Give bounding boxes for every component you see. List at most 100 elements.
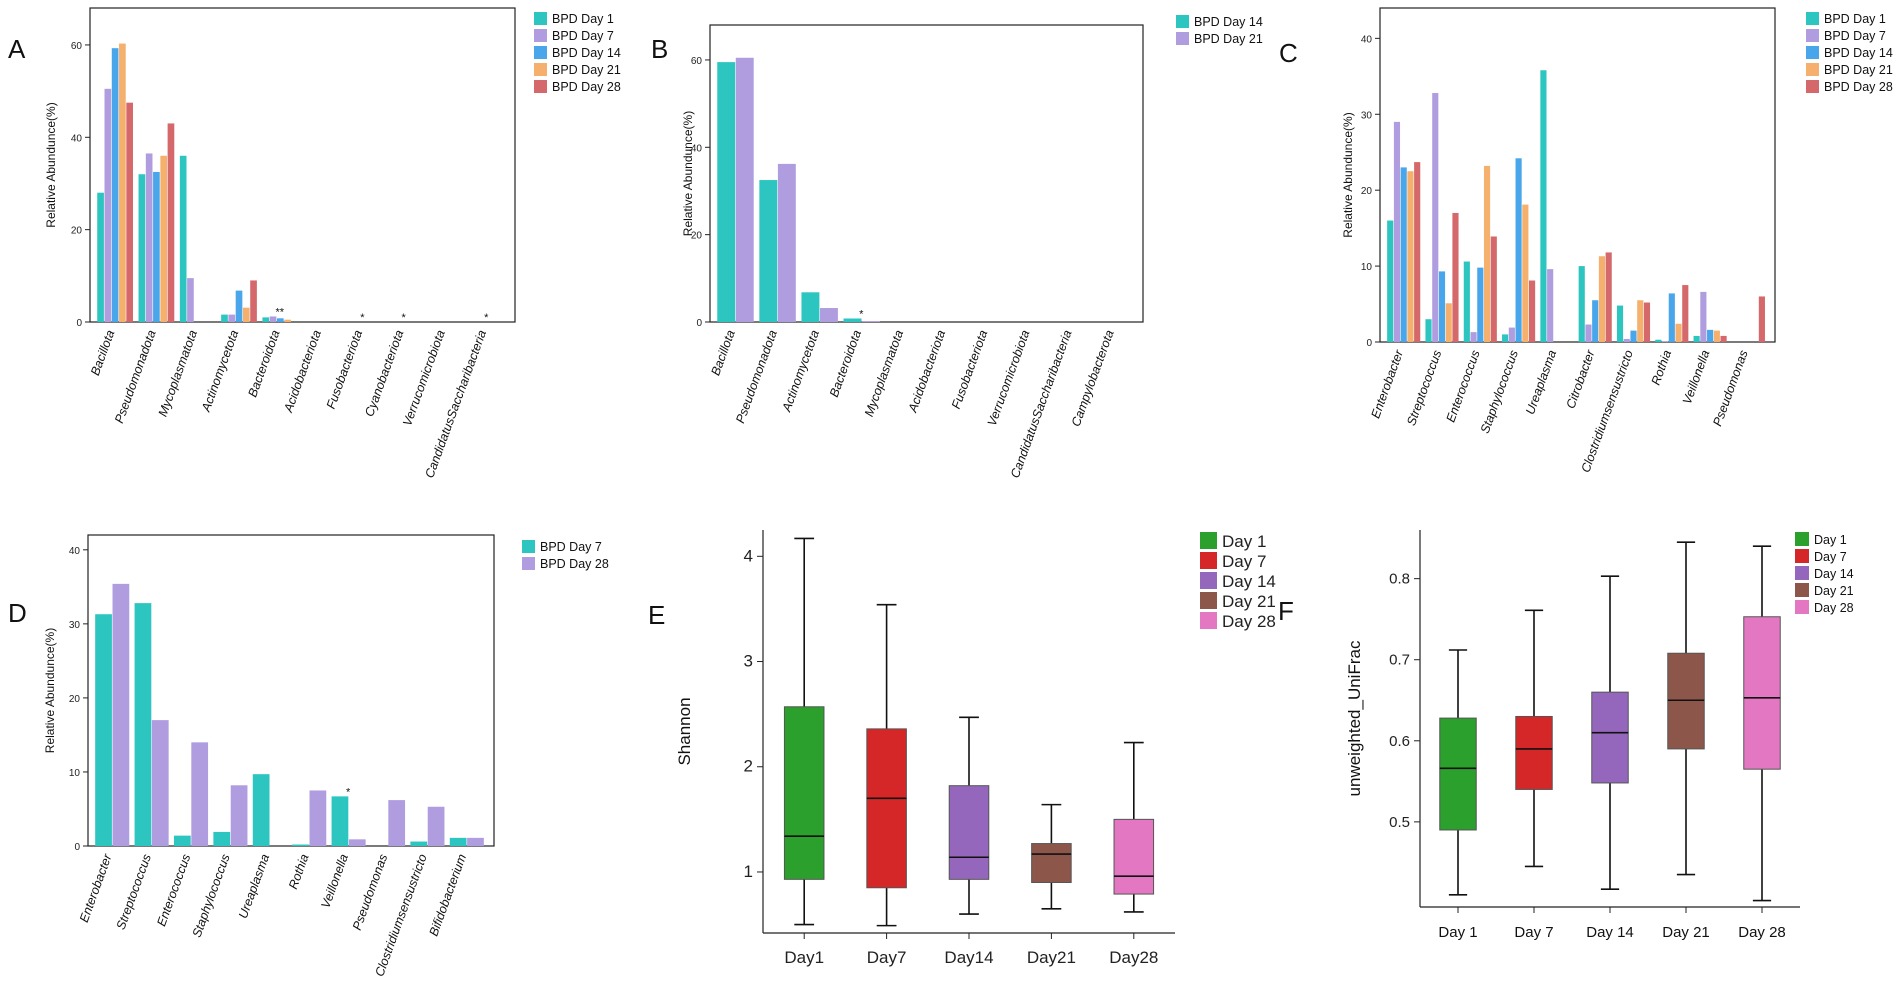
legend-swatch-bpd-day-21 <box>534 63 547 76</box>
legend-swatch-bpd-day-7 <box>522 540 535 553</box>
bar-rothia-bpd-day-21 <box>1675 323 1682 342</box>
bar-veillonella-bpd-day-1 <box>1693 335 1700 342</box>
bar-bacteroidota-bpd-day-14 <box>276 318 284 322</box>
legend-swatch-day-21 <box>1200 592 1217 609</box>
x-category-pseudomonadota: Pseudomonadota <box>112 328 159 425</box>
box-day-21 <box>1667 652 1705 750</box>
y-axis-label: Relative Abundunce(%) <box>43 628 57 753</box>
panel-d: D 0 10 20 30 40 Relative Abundunce(%) Enterobac… <box>8 534 609 978</box>
bar-streptococcus-bpd-day-28 <box>151 720 169 846</box>
y-tick-label: 40 <box>71 133 83 144</box>
x-category-rothia: Rothia <box>286 852 312 891</box>
panel-e: E 1 2 3 4 Shannon Day1 Day7 Day14 Day21 Day28 Day 1… <box>648 530 1276 967</box>
legend-swatch-day-7 <box>1795 549 1809 563</box>
x-category-rothia: Rothia <box>1649 348 1675 387</box>
y-tick-label: 1 <box>744 862 753 881</box>
bar-enterobacter-bpd-day-28 <box>112 583 130 846</box>
x-category-enterococcus: Enterococcus <box>1444 348 1483 424</box>
bar-pseudomonadota-bpd-day-1 <box>138 174 146 322</box>
x-category-enterobacter: Enterobacter <box>77 851 115 924</box>
y-tick-label: 0 <box>76 318 82 329</box>
y-tick-label: 40 <box>1361 34 1373 45</box>
bar-pseudomonadota-bpd-day-21 <box>160 155 168 322</box>
bar-bacteroidota-bpd-day-14 <box>843 318 862 322</box>
bar-enterococcus-bpd-day-7 <box>1470 332 1477 342</box>
bar-pseudomonas-bpd-day-28 <box>388 800 406 846</box>
y-tick-label: 2 <box>744 757 753 776</box>
x-category-pseudomonadota: Pseudomonadota <box>733 328 780 425</box>
bar-actinomycetota-bpd-day-14 <box>801 292 820 322</box>
bar-clostridiumsensustricto-bpd-day-21 <box>1637 300 1644 342</box>
legend-swatch-bpd-day-1 <box>534 12 547 25</box>
panel-f: F 0.5 0.6 0.7 0.8 unweighted_UniFrac Day 1 Day … <box>1278 530 1854 941</box>
y-tick-label: 40 <box>69 546 81 557</box>
legend-swatch-bpd-day-14 <box>534 46 547 59</box>
bar-ureaplasma-bpd-day-7 <box>252 774 270 846</box>
bar-clostridiumsensustricto-bpd-day-28 <box>427 806 445 846</box>
bar-pseudomonadota-bpd-day-7 <box>145 153 153 322</box>
y-tick-label: 30 <box>69 620 81 631</box>
y-tick-label: 20 <box>69 694 81 705</box>
y-tick-label: 60 <box>71 41 83 52</box>
significance-mark: * <box>859 309 864 321</box>
y-tick-label: 20 <box>1361 186 1373 197</box>
bar-bacillota-bpd-day-28 <box>126 102 133 322</box>
legend-swatch-day-1 <box>1795 532 1809 546</box>
x-category-staphylococcus: Staphylococcus <box>1478 348 1521 435</box>
bar-veillonella-bpd-day-28 <box>1720 335 1727 342</box>
x-category-bacillota: Bacillota <box>708 328 737 377</box>
legend-label-bpd-day-28: BPD Day 28 <box>540 557 609 571</box>
bar-streptococcus-bpd-day-1 <box>1425 319 1432 342</box>
x-category-actinomycetota: Actinomycetota <box>199 328 242 414</box>
bar-veillonella-bpd-day-21 <box>1713 330 1720 342</box>
y-tick-label: 20 <box>691 231 703 242</box>
panel-label-b: B <box>651 34 668 64</box>
bar-rothia-bpd-day-14 <box>1668 293 1675 342</box>
bar-bacillota-bpd-day-1 <box>97 192 104 322</box>
x-category-day-21: Day 21 <box>1662 924 1710 941</box>
bar-clostridiumsensustricto-bpd-day-1 <box>1616 305 1624 342</box>
y-tick-label: 0.8 <box>1389 571 1410 588</box>
y-axis-label: Relative Abundunce(%) <box>44 102 58 227</box>
x-category-staphylococcus: Staphylococcus <box>190 852 233 939</box>
bar-staphylococcus-bpd-day-28 <box>230 785 248 846</box>
bar-actinomycetota-bpd-day-1 <box>221 314 228 322</box>
bar-rothia-bpd-day-7 <box>292 844 309 846</box>
bar-enterobacter-bpd-day-21 <box>1407 171 1414 342</box>
bar-bacteroidota-bpd-day-7 <box>269 316 277 322</box>
bar-mycoplasmatota-bpd-day-1 <box>179 155 187 322</box>
x-category-citrobacter: Citrobacter <box>1563 347 1597 410</box>
bar-bacillota-bpd-day-21 <box>735 57 754 322</box>
panel-label-f: F <box>1278 596 1294 626</box>
legend-label-bpd-day-7: BPD Day 7 <box>540 540 602 554</box>
plot-frame <box>1379 7 1776 343</box>
bar-bacteroidota-bpd-day-21 <box>284 319 291 322</box>
x-category-enterobacter: Enterobacter <box>1368 347 1406 420</box>
x-category-campylobacterota: Campylobacterota <box>1069 328 1117 428</box>
x-category-bacteroidota: Bacteroidota <box>827 328 864 399</box>
x-category-streptococcus: Streptococcus <box>1404 348 1444 427</box>
x-category-verrucomicrobiota: Verrucomicrobiota <box>400 328 448 428</box>
legend-label-bpd-day-1: BPD Day 1 <box>552 12 614 26</box>
x-category-actinomycetota: Actinomycetota <box>779 328 822 414</box>
bar-streptococcus-bpd-day-7 <box>134 603 152 846</box>
x-category-day-7: Day 7 <box>1514 924 1553 941</box>
x-category-fusobacteriota: Fusobacteriota <box>324 328 365 411</box>
legend-swatch-day-28 <box>1200 612 1217 629</box>
bar-enterococcus-bpd-day-28 <box>191 742 209 846</box>
panel-b: B 0 20 40 60 Relative Abundunce(%) BacillotaPs… <box>651 15 1263 480</box>
bar-rothia-bpd-day-28 <box>309 790 327 846</box>
bar-streptococcus-bpd-day-14 <box>1438 271 1446 342</box>
box-day-28 <box>1743 616 1781 770</box>
bar-enterococcus-bpd-day-21 <box>1483 165 1491 342</box>
panel-label-e: E <box>648 600 665 630</box>
bar-rothia-bpd-day-1 <box>1655 339 1662 342</box>
legend-label-day-7: Day 7 <box>1814 550 1847 564</box>
bar-clostridiumsensustricto-bpd-day-14 <box>1630 330 1637 342</box>
y-tick-label: 0.7 <box>1389 652 1410 669</box>
legend-swatch-day-1 <box>1200 532 1217 549</box>
bar-bifidobacterium-bpd-day-7 <box>449 837 467 846</box>
bar-bifidobacterium-bpd-day-28 <box>467 837 484 846</box>
bar-veillonella-bpd-day-7 <box>1700 291 1707 342</box>
panel-label-d: D <box>8 598 27 628</box>
